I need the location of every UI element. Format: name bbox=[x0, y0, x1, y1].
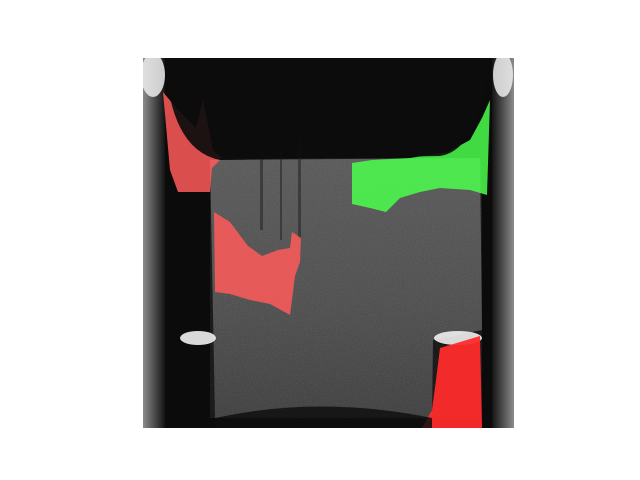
bright-top-right-corner bbox=[493, 58, 513, 97]
streak-2 bbox=[280, 150, 282, 240]
bright-top-left-corner bbox=[143, 58, 165, 97]
lower-right-red-region bbox=[422, 336, 482, 428]
scan-bottom-arc bbox=[215, 406, 432, 428]
bright-left-edge bbox=[143, 58, 165, 428]
scan-noise-texture bbox=[210, 158, 482, 418]
streak-1 bbox=[260, 150, 263, 230]
bright-band-left bbox=[180, 331, 216, 345]
upper-right-green-region bbox=[352, 100, 490, 212]
scan-top-dome bbox=[165, 58, 490, 160]
streak-3 bbox=[298, 140, 301, 240]
bright-right-edge bbox=[492, 58, 514, 428]
center-left-red-region bbox=[214, 212, 301, 315]
